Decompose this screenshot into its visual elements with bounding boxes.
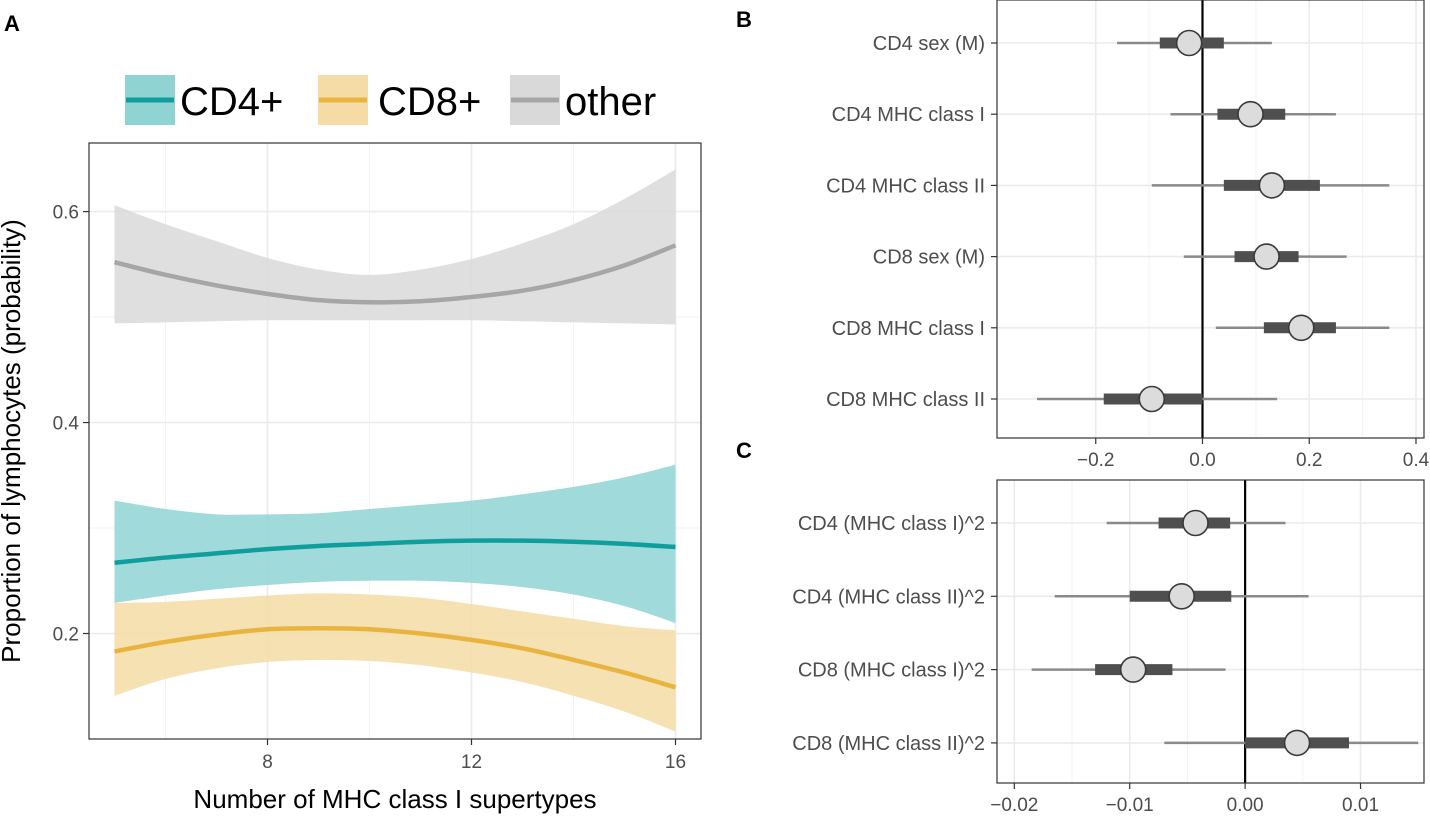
point-estimate xyxy=(1182,509,1209,537)
x-tick-label-c: −0.01 xyxy=(1106,795,1154,816)
point-estimate xyxy=(1258,172,1286,199)
panel-label-a: A xyxy=(4,11,20,36)
ribbon-cd8 xyxy=(114,593,676,732)
panel-label-c: C xyxy=(736,438,752,463)
x-tick-label-c: 0.01 xyxy=(1342,795,1379,816)
legend: CD4+ CD8+ other xyxy=(125,75,656,125)
legend-item-cd4: CD4+ xyxy=(125,75,283,125)
ribbon-other xyxy=(114,169,676,325)
y-axis-title-a: Proportion of lymphocytes (probability) xyxy=(0,219,26,663)
line-other xyxy=(113,243,677,305)
category-label-b: CD4 sex (M) xyxy=(873,33,985,55)
point-estimate xyxy=(1119,656,1147,683)
point-estimate xyxy=(1237,100,1264,128)
y-tick-label-a: 0.2 xyxy=(53,625,79,646)
panel-border-c xyxy=(996,479,1425,784)
panel-c: CD4 (MHC class I)^2 CD4 (MHC class II)^2 C… xyxy=(792,479,1425,816)
point-estimate xyxy=(1287,314,1315,342)
coefficients-b xyxy=(1037,0,1390,438)
lines-a xyxy=(113,243,677,690)
x-tick-label-c: −0.02 xyxy=(990,795,1038,816)
category-label-c: CD8 (MHC class II)^2 xyxy=(792,733,985,755)
x-tick-label-c: 0.00 xyxy=(1227,795,1264,816)
point-estimate xyxy=(1175,29,1203,57)
panel-a: CD4+ CD8+ other 8 12 16 0.2 0.4 0.6 Number of… xyxy=(0,75,702,814)
category-label-b: CD4 MHC class I xyxy=(832,104,985,126)
legend-item-other: other xyxy=(510,75,656,125)
category-label-b: CD8 MHC class II xyxy=(826,389,985,411)
x-tick-label-a: 12 xyxy=(461,752,482,773)
plot-area-c xyxy=(997,480,1424,783)
panel-b: CD4 sex (M) CD4 MHC class I CD4 MHC class … xyxy=(826,0,1430,471)
coefficients-c xyxy=(1031,480,1419,783)
legend-label-cd4: CD4+ xyxy=(180,80,283,124)
panel-label-b: B xyxy=(736,7,752,32)
x-tick-label-a: 16 xyxy=(665,752,686,773)
y-tick-label-a: 0.4 xyxy=(53,414,80,435)
panel-border-a xyxy=(88,142,702,740)
ticks-c: CD4 (MHC class I)^2 CD4 (MHC class II)^2 C… xyxy=(792,513,1379,816)
category-label-b: CD4 MHC class II xyxy=(826,175,985,197)
category-label-c: CD4 (MHC class II)^2 xyxy=(792,586,985,608)
x-tick-label-b: 0.2 xyxy=(1296,450,1322,471)
x-tick-label-b: 0.0 xyxy=(1189,450,1215,471)
panel-border-b xyxy=(996,0,1425,439)
line-cd4 xyxy=(114,538,676,566)
legend-label-other: other xyxy=(565,80,656,124)
category-label-c: CD4 (MHC class I)^2 xyxy=(798,513,985,535)
legend-item-cd8: CD8+ xyxy=(318,75,481,125)
point-estimate xyxy=(1168,582,1195,610)
x-tick-label-b: −0.2 xyxy=(1077,450,1115,471)
category-label-c: CD8 (MHC class I)^2 xyxy=(798,660,985,682)
line-cd8 xyxy=(114,625,677,690)
x-tick-label-a: 8 xyxy=(262,752,273,773)
y-tick-label-a: 0.6 xyxy=(53,203,79,224)
ticks-b: CD4 sex (M) CD4 MHC class I CD4 MHC class … xyxy=(826,33,1430,471)
x-axis-title-a: Number of MHC class I supertypes xyxy=(193,784,596,814)
x-tick-label-b: 0.4 xyxy=(1403,450,1430,471)
category-label-b: CD8 sex (M) xyxy=(873,247,985,269)
category-label-b: CD8 MHC class I xyxy=(832,318,985,340)
point-estimate xyxy=(1283,729,1311,757)
point-estimate xyxy=(1253,243,1280,270)
plot-area-b xyxy=(997,0,1424,438)
point-estimate xyxy=(1138,385,1166,413)
ticks-a: 8 12 16 0.2 0.4 0.6 xyxy=(53,203,686,773)
legend-label-cd8: CD8+ xyxy=(378,80,481,124)
